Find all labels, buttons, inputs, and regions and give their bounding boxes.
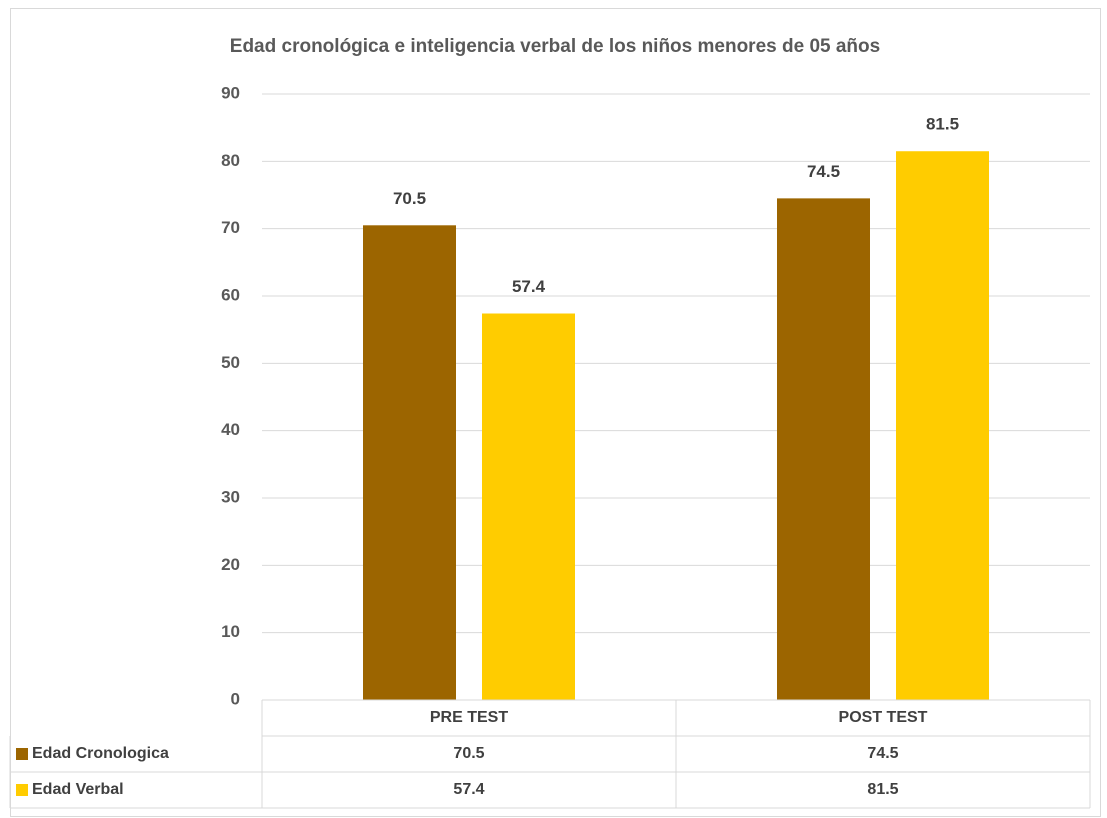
legend-key <box>16 784 28 796</box>
y-tick-label: 80 <box>221 151 240 170</box>
bar <box>363 225 456 701</box>
legend-label: Edad Verbal <box>32 781 124 798</box>
legend-label: Edad Cronologica <box>32 745 169 762</box>
data-label: 74.5 <box>807 162 840 181</box>
y-tick-label: 0 <box>231 689 240 708</box>
y-tick-label: 60 <box>221 285 240 304</box>
legend-key <box>16 748 28 760</box>
bar <box>896 151 989 700</box>
bar <box>777 198 870 700</box>
y-tick-label: 70 <box>221 218 240 237</box>
y-tick-label: 30 <box>221 487 240 506</box>
table-cell: 81.5 <box>867 781 898 798</box>
y-tick-label: 20 <box>221 555 240 574</box>
x-tick-label: POST TEST <box>839 709 928 726</box>
bar <box>482 313 575 700</box>
y-tick-label: 90 <box>221 83 240 102</box>
y-tick-label: 50 <box>221 353 240 372</box>
x-tick-label: PRE TEST <box>430 709 508 726</box>
data-label: 81.5 <box>926 115 959 134</box>
y-tick-label: 10 <box>221 622 240 641</box>
table-cell: 74.5 <box>867 745 898 762</box>
table-cell: 57.4 <box>453 781 484 798</box>
data-label: 70.5 <box>393 189 426 208</box>
y-tick-label: 40 <box>221 420 240 439</box>
table-cell: 70.5 <box>453 745 484 762</box>
data-label: 57.4 <box>512 277 546 296</box>
chart-title: Edad cronológica e inteligencia verbal d… <box>230 36 880 57</box>
